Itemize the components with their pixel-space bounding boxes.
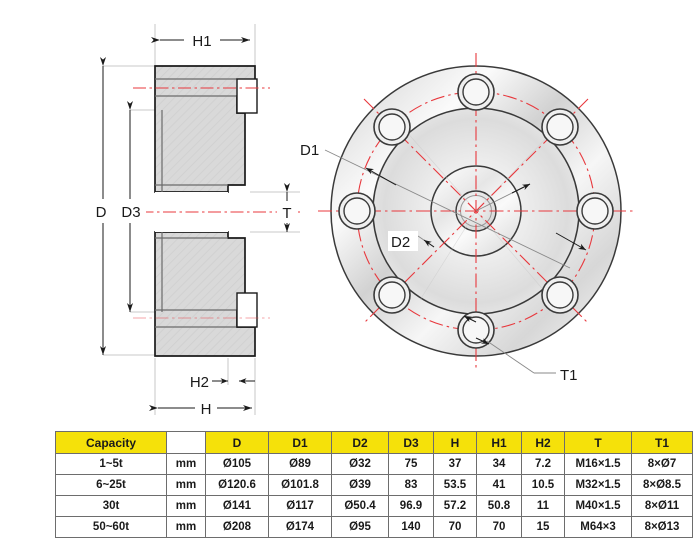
- table-row: 1~5t mm Ø105 Ø89 Ø32 75 37 34 7.2 M16×1.…: [55, 453, 693, 475]
- cell-h2: 15: [521, 516, 565, 538]
- bolt-hole: [457, 73, 495, 111]
- header-d: D: [205, 431, 269, 454]
- cell-h1: 50.8: [476, 495, 522, 517]
- callout-D1: D1: [296, 139, 587, 269]
- cell-h2: 11: [521, 495, 565, 517]
- cell-h2: 10.5: [521, 474, 565, 496]
- cell-d1: Ø101.8: [268, 474, 332, 496]
- header-h2: H2: [521, 431, 565, 454]
- table-row: 6~25t mm Ø120.6 Ø101.8 Ø39 83 53.5 41 10…: [55, 474, 693, 496]
- cell-t: M32×1.5: [564, 474, 632, 496]
- bolt-hole: [373, 276, 411, 314]
- table-row: 30t mm Ø141 Ø117 Ø50.4 96.9 57.2 50.8 11…: [55, 495, 693, 517]
- cell-d2: Ø32: [331, 453, 389, 475]
- bolt-bore-bottom: [236, 292, 258, 328]
- bolt-hole: [338, 192, 376, 230]
- centerlines-section: [118, 87, 300, 213]
- cell-d2: Ø50.4: [331, 495, 389, 517]
- surface-shading-rays: [397, 121, 557, 301]
- cell-h: 57.2: [433, 495, 477, 517]
- cell-d2: Ø39: [331, 474, 389, 496]
- bolt-bore-top: [236, 78, 258, 114]
- dim-label-h: H: [201, 401, 212, 418]
- dim-label-d: D: [96, 204, 107, 221]
- dimension-D: D: [92, 57, 112, 355]
- cell-h2: 7.2: [521, 453, 565, 475]
- cell-unit: mm: [166, 453, 206, 475]
- cell-capacity: 1~5t: [55, 453, 167, 475]
- cell-unit: mm: [166, 495, 206, 517]
- callout-D2: D2: [388, 183, 531, 251]
- header-h: H: [433, 431, 477, 454]
- callout-T1: T1: [463, 315, 578, 384]
- cell-h1: 70: [476, 516, 522, 538]
- header-capacity: Capacity: [55, 431, 167, 454]
- specification-table: Capacity D D1 D2 D3 H H1 H2 T T1 1~5t mm…: [55, 431, 693, 538]
- cell-t1: 8×Ø8.5: [631, 474, 693, 496]
- cell-t1: 8×Ø11: [631, 495, 693, 517]
- header-unit: [166, 431, 206, 454]
- cross-section-view: H1 D D3 T H2 H: [92, 24, 321, 418]
- cell-d3: 75: [388, 453, 434, 475]
- cell-d: Ø120.6: [205, 474, 269, 496]
- dimension-H: H: [149, 397, 252, 418]
- header-t1: T1: [631, 431, 693, 454]
- cell-d: Ø208: [205, 516, 269, 538]
- cell-capacity: 50~60t: [55, 516, 167, 538]
- header-d2: D2: [331, 431, 389, 454]
- dimension-T: T: [277, 183, 297, 232]
- cell-t: M64×3: [564, 516, 632, 538]
- dimension-H1: H1: [151, 29, 250, 50]
- dimension-H2: H2: [190, 374, 255, 391]
- cell-d1: Ø117: [268, 495, 332, 517]
- cell-d: Ø105: [205, 453, 269, 475]
- cell-h: 37: [433, 453, 477, 475]
- cell-d1: Ø89: [268, 453, 332, 475]
- cell-h: 53.5: [433, 474, 477, 496]
- cell-t: M40×1.5: [564, 495, 632, 517]
- cell-h: 70: [433, 516, 477, 538]
- bolt-hole: [373, 108, 411, 146]
- cell-d3: 140: [388, 516, 434, 538]
- bolt-hole: [541, 276, 579, 314]
- dim-label-h2: H2: [190, 374, 209, 391]
- cell-h1: 34: [476, 453, 522, 475]
- cell-d1: Ø174: [268, 516, 332, 538]
- cell-d3: 96.9: [388, 495, 434, 517]
- cell-unit: mm: [166, 516, 206, 538]
- cell-h1: 41: [476, 474, 522, 496]
- dimension-D3: D3: [116, 101, 146, 312]
- cell-capacity: 30t: [55, 495, 167, 517]
- header-d3: D3: [388, 431, 434, 454]
- header-h1: H1: [476, 431, 522, 454]
- cell-d: Ø141: [205, 495, 269, 517]
- header-t: T: [564, 431, 632, 454]
- dim-label-d3: D3: [121, 204, 140, 221]
- table-header-row: Capacity D D1 D2 D3 H H1 H2 T T1: [55, 431, 693, 454]
- bolt-hole-group: [338, 73, 614, 349]
- cell-capacity: 6~25t: [55, 474, 167, 496]
- callout-label-d2: D2: [391, 234, 410, 251]
- table-row: 50~60t mm Ø208 Ø174 Ø95 140 70 70 15 M64…: [55, 516, 693, 538]
- cell-t: M16×1.5: [564, 453, 632, 475]
- dim-label-h1: H1: [192, 33, 211, 50]
- extension-lines: [103, 24, 300, 415]
- callout-label-d1: D1: [300, 142, 319, 159]
- cell-t1: 8×Ø13: [631, 516, 693, 538]
- cell-d2: Ø95: [331, 516, 389, 538]
- bolt-hole: [541, 108, 579, 146]
- cell-unit: mm: [166, 474, 206, 496]
- bolt-hole: [576, 192, 614, 230]
- callout-label-t1: T1: [560, 367, 578, 384]
- dim-label-t: T: [282, 205, 291, 222]
- header-d1: D1: [268, 431, 332, 454]
- cell-t1: 8×Ø7: [631, 453, 693, 475]
- front-face-view: D1 D2 T1: [296, 53, 634, 384]
- cell-d3: 83: [388, 474, 434, 496]
